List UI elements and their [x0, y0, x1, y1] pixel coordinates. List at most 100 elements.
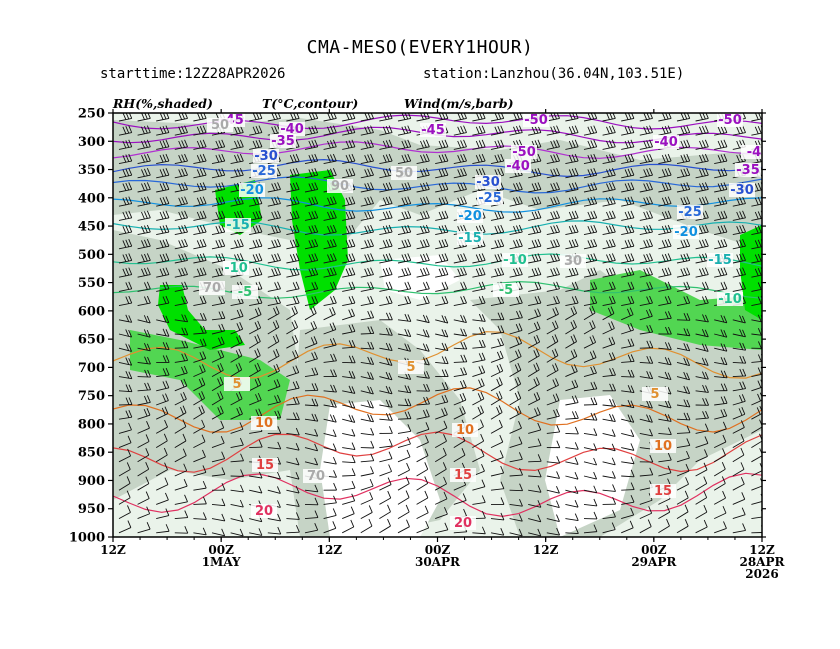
wind-barb-flag	[218, 182, 223, 191]
wind-barb-flag	[181, 154, 186, 162]
wind-barb	[509, 532, 523, 537]
wind-barb	[546, 327, 559, 335]
wind-barb-flag	[218, 253, 223, 262]
wind-barb	[472, 486, 486, 491]
wind-barb-flag	[478, 353, 483, 361]
wind-barb-flag	[144, 369, 149, 378]
wind-barb-flag	[518, 239, 523, 247]
wind-barb-flag	[760, 379, 762, 384]
wind-barb-flag	[611, 182, 616, 190]
wind-barb-flag	[388, 358, 393, 366]
wind-barb-flag	[275, 348, 280, 357]
wind-barb-flag	[351, 153, 356, 162]
wind-barb-flag	[739, 197, 744, 205]
wind-barb-flag	[141, 268, 145, 276]
wind-barb-flag	[556, 527, 561, 536]
wind-barb-flag	[587, 183, 592, 191]
wind-barb-flag	[736, 126, 741, 134]
wind-barb	[267, 447, 281, 450]
wind-barb	[676, 444, 690, 449]
wind-barb-flag	[531, 197, 536, 205]
wind-barb-flag	[128, 397, 133, 405]
wind-barb	[583, 372, 597, 378]
wind-barb	[751, 118, 762, 122]
wind-barb	[397, 347, 411, 352]
wind-barb-flag	[590, 397, 595, 405]
wind-barb-flag	[255, 140, 260, 148]
wind-barb	[397, 259, 411, 264]
wind-barb-flag	[162, 355, 167, 363]
temperature-contour-line	[113, 253, 762, 271]
wind-barb-flag	[630, 239, 635, 247]
wind-barb-flag	[405, 504, 410, 513]
wind-barb	[118, 132, 132, 136]
wind-barb	[546, 259, 560, 264]
contour-label: 5	[650, 387, 659, 402]
wind-barb-flag	[590, 126, 595, 134]
wind-barb	[658, 259, 672, 264]
wind-barb	[155, 440, 168, 448]
wind-barb-flag	[646, 154, 651, 162]
wind-barb-flag	[438, 113, 443, 120]
wind-barb-flag	[515, 182, 520, 191]
wind-barb-flag	[370, 253, 374, 261]
wind-barb-flag	[646, 414, 650, 422]
wind-barb-flag	[291, 307, 296, 315]
wind-barb-flag	[422, 253, 427, 262]
wind-barb-flag	[555, 393, 560, 401]
wind-barb	[714, 288, 728, 292]
wind-barb	[360, 404, 374, 409]
wind-barb-flag	[125, 329, 130, 337]
wind-barb	[695, 217, 709, 221]
wind-barb-flag	[574, 125, 579, 133]
contour-label-bg	[457, 209, 483, 223]
wind-barb	[714, 402, 728, 406]
wind-barb-flag	[441, 296, 446, 304]
wind-barb-flag	[481, 365, 486, 373]
wind-barb-flag	[128, 267, 133, 275]
wind-barb-flag	[125, 296, 130, 304]
wind-barb-flag	[612, 113, 616, 119]
wind-barb-flag	[717, 155, 722, 163]
wind-barb-flag	[515, 350, 519, 359]
wind-barb-flag	[348, 370, 353, 379]
wind-barb-flag	[311, 154, 316, 162]
wind-barb-flag	[531, 211, 536, 220]
wind-barb-flag	[274, 225, 279, 233]
wind-barb-flag	[499, 450, 504, 458]
wind-barb	[211, 427, 224, 434]
wind-barb-flag	[236, 323, 241, 331]
wind-barb	[342, 461, 356, 464]
wind-barb	[751, 455, 762, 463]
wind-barb-flag	[624, 169, 629, 177]
wind-barb-flag	[125, 314, 130, 322]
wind-barb	[565, 355, 578, 363]
start-time-label: starttime:12Z28APR2026	[100, 66, 286, 82]
wind-barb-flag	[643, 268, 648, 276]
wind-barb	[416, 117, 430, 122]
wind-barb-flag	[311, 126, 316, 134]
wind-barb-flag	[364, 211, 369, 220]
wind-barb	[565, 245, 579, 250]
wind-barb-flag	[608, 282, 613, 290]
wind-barb	[602, 231, 616, 236]
wind-barb	[342, 315, 355, 321]
wind-barb-flag	[701, 282, 706, 290]
wind-barb-flag	[423, 383, 428, 392]
wind-barb-flag	[184, 210, 188, 218]
wind-barb	[304, 231, 318, 236]
wind-barb	[211, 188, 225, 193]
wind-barb	[342, 330, 356, 335]
wind-barb-flag	[258, 439, 263, 448]
wind-barb	[156, 413, 169, 420]
wind-barb	[639, 231, 653, 236]
wind-barb-flag	[236, 197, 241, 205]
wind-barb-flag	[608, 337, 613, 345]
wind-barb-flag	[351, 480, 356, 489]
wind-barb-flag	[537, 469, 542, 478]
wind-barb-flag	[330, 384, 334, 392]
wind-barb-flag	[385, 296, 390, 304]
wind-barb-flag	[443, 476, 447, 485]
wind-barb-flag	[664, 168, 669, 176]
wind-barb-flag	[345, 240, 350, 248]
